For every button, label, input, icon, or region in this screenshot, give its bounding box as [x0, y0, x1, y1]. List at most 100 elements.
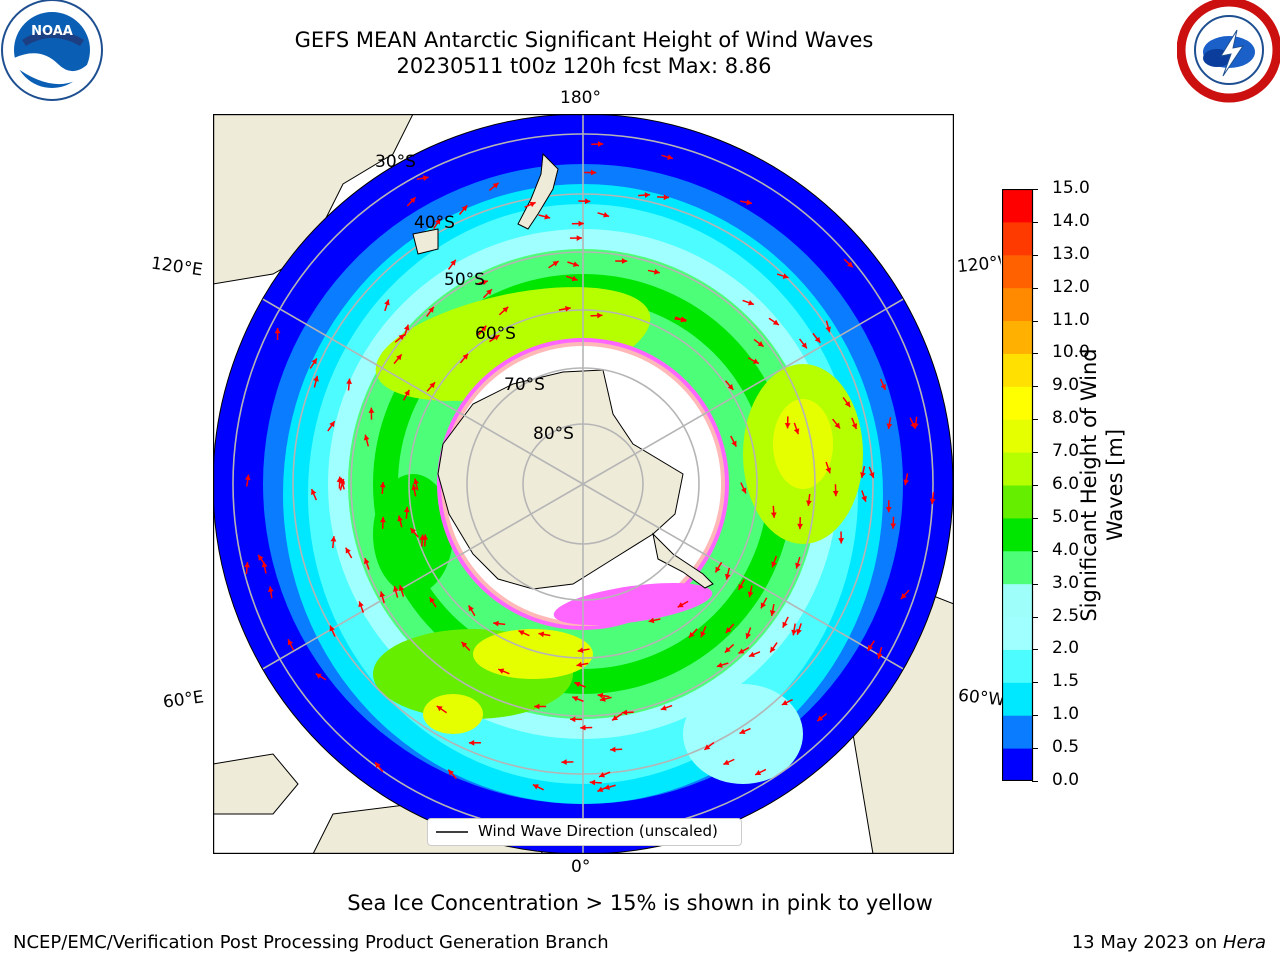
colorbar-tick-label: 1.5	[1052, 671, 1080, 692]
wave-direction-arrowhead	[700, 631, 706, 638]
wave-direction-arrowhead	[610, 746, 616, 753]
wave-direction-arrowhead	[597, 786, 604, 792]
wave-direction-arrowhead	[398, 585, 405, 592]
wave-direction-arrowhead	[725, 627, 732, 633]
colorbar-segment	[1002, 616, 1032, 650]
wave-direction-arrowhead	[580, 724, 586, 731]
wave-direction-arrowhead	[574, 681, 581, 688]
wave-direction-arrowhead	[493, 335, 500, 341]
lat-label-70s: 70°S	[504, 375, 545, 395]
wave-direction-arrowhead	[577, 647, 584, 654]
wave-direction-arrowhead	[411, 484, 418, 491]
wave-direction-arrowhead	[413, 478, 419, 485]
wave-direction-arrowhead	[772, 319, 779, 326]
colorbar-tick	[1032, 583, 1038, 585]
wave-direction-arrowhead	[797, 523, 803, 530]
colorbar-tick	[1032, 517, 1038, 519]
wave-direction-arrowhead	[648, 617, 655, 624]
wave-direction-arrowhead	[404, 389, 410, 396]
wave-direction-arrowhead	[844, 401, 851, 408]
wave-direction-arrowhead	[564, 305, 571, 312]
wave-direction-arrowhead	[752, 358, 759, 364]
colorbar-segment	[1002, 189, 1032, 223]
wave-direction-arrowhead	[860, 472, 866, 478]
wave-direction-arrowhead	[747, 299, 754, 306]
wave-direction-arrowhead	[861, 495, 867, 502]
wave-direction-arrowhead	[403, 324, 410, 331]
land-antarctica	[437, 369, 684, 590]
wave-direction-arrowhead	[677, 602, 684, 608]
legend-line-icon	[436, 831, 468, 833]
wave-direction-arrowhead	[900, 593, 907, 599]
wave-direction-arrowhead	[346, 378, 352, 385]
colorbar-segment	[1002, 353, 1032, 387]
wave-direction-arrowhead	[544, 213, 551, 220]
meridian-line	[582, 483, 953, 745]
wave-direction-arrowhead	[604, 784, 610, 790]
wave-direction-arrowhead	[663, 194, 670, 201]
wave-direction-arrowhead	[825, 326, 831, 333]
wave-direction-arrowhead	[589, 779, 596, 786]
wave-direction-arrowhead	[599, 696, 606, 702]
wave-direction-arrowhead	[748, 651, 755, 658]
wave-direction-arrowhead	[403, 506, 410, 513]
wave-direction-arrowhead	[782, 621, 788, 628]
wave-direction-arrowhead	[876, 652, 883, 659]
colorbar-ticks: 0.0 0.5 1.0 1.5 2.0 2.5 3.0 4.0 5.0 6.0 7.0 8.0 9.0 1…	[1032, 178, 1106, 790]
wave-direction-arrowhead	[724, 646, 731, 653]
wave-direction-arrowhead	[552, 261, 559, 267]
wave-direction-arrowhead	[480, 325, 487, 332]
wave-direction-arrowhead	[688, 631, 695, 638]
land-new-zealand	[517, 152, 559, 230]
wave-direction-arrowhead	[311, 489, 317, 496]
wave-direction-arrowhead	[795, 562, 801, 569]
colorbar-tick	[1032, 649, 1038, 651]
colorbar-tick-label: 2.5	[1052, 605, 1080, 626]
wave-direction-arrowhead	[532, 784, 539, 790]
lat-label-50s: 50°S	[444, 270, 485, 290]
wave-direction-arrowhead	[584, 198, 591, 205]
colorbar-tick-label: 2.0	[1052, 638, 1080, 659]
legend-label: Wind Wave Direction (unscaled)	[478, 822, 718, 840]
wave-direction-arrowhead	[716, 662, 723, 668]
wave-direction-arrowhead	[311, 358, 317, 365]
wave-direction-arrowhead	[612, 715, 619, 721]
wave-direction-arrowhead	[244, 562, 250, 568]
colorbar-segment	[1002, 221, 1032, 256]
sea-ice-weddell	[553, 582, 713, 626]
wave-direction-arrowhead	[570, 716, 576, 723]
wave-direction-arrowhead	[561, 759, 567, 765]
wave-direction-arrowhead	[258, 554, 264, 561]
wave-direction-arrowhead	[398, 334, 405, 341]
colorbar-segment	[1002, 386, 1032, 420]
wave-direction-arrowhead	[769, 610, 776, 616]
wave-direction-arrowhead	[796, 628, 802, 635]
wave-direction-arrowhead	[313, 375, 319, 382]
wave-direction-arrowhead	[375, 762, 381, 769]
wave-direction-arrowhead	[727, 383, 734, 390]
wave-direction-arrowhead	[571, 275, 578, 282]
polar-map	[213, 114, 954, 854]
colorbar-tick	[1032, 189, 1038, 190]
wave-direction-arrowhead	[397, 515, 403, 522]
meridian-line	[213, 483, 584, 745]
wave-direction-arrowhead	[422, 175, 429, 181]
wave-direction-arrowhead	[869, 472, 875, 479]
wave-direction-arrowhead	[771, 561, 777, 568]
wave-direction-arrowhead	[461, 205, 468, 212]
colorbar-segment	[1002, 583, 1032, 618]
map-legend: Wind Wave Direction (unscaled)	[427, 818, 742, 846]
wave-direction-arrowhead	[929, 498, 936, 505]
wave-direction-arrowhead	[599, 772, 606, 778]
map-frame-border	[213, 114, 954, 854]
colorbar-tick	[1032, 485, 1038, 486]
colorbar-tick	[1032, 419, 1038, 421]
colorbar-tick	[1032, 320, 1038, 322]
wave-direction-arrowhead	[838, 538, 845, 544]
colorbar-tick-label: 3.0	[1052, 572, 1080, 593]
wave-direction-arrowhead	[392, 585, 399, 592]
meridian-line	[582, 223, 953, 485]
wave-direction-arrowhead	[644, 192, 651, 198]
map-disk	[213, 114, 953, 854]
wave-direction-arrowhead	[801, 342, 807, 349]
